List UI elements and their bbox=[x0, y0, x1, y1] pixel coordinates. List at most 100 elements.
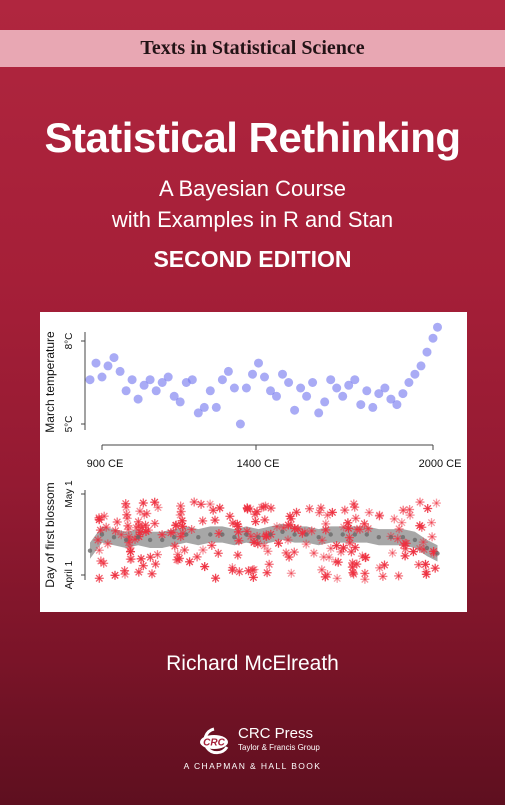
blossom-marker bbox=[380, 560, 389, 570]
blossom-marker bbox=[388, 548, 397, 558]
blossom-marker bbox=[351, 513, 361, 523]
blossom-trend-point bbox=[196, 535, 201, 540]
temperature-point bbox=[290, 405, 300, 415]
blossom-marker bbox=[134, 521, 144, 531]
blossom-marker bbox=[314, 508, 324, 518]
blossom-marker bbox=[94, 515, 104, 525]
blossom-marker bbox=[207, 540, 217, 550]
temperature-point bbox=[344, 380, 354, 390]
blossom-marker bbox=[309, 548, 319, 558]
blossom-marker bbox=[93, 535, 103, 545]
blossom-marker bbox=[111, 526, 120, 536]
publisher-imprint: A CHAPMAN & HALL BOOK bbox=[183, 761, 322, 771]
blossom-marker bbox=[227, 565, 237, 575]
temperature-point bbox=[163, 372, 173, 382]
temperature-point bbox=[433, 322, 442, 332]
blossom-plot: May 1 April 1 Day of first blossom bbox=[43, 480, 441, 589]
blossom-marker bbox=[389, 514, 399, 524]
blossom-marker bbox=[352, 524, 362, 534]
blossom-marker bbox=[121, 502, 131, 512]
cover-figure: 8°C 5°C March temperature 900 CE 1400 CE… bbox=[43, 322, 461, 589]
temperature-point bbox=[187, 375, 197, 385]
blossom-marker bbox=[94, 545, 104, 555]
blossom-marker bbox=[116, 530, 126, 540]
blossom-marker bbox=[289, 547, 299, 557]
blossom-marker bbox=[234, 567, 244, 577]
blossom-marker bbox=[262, 568, 272, 578]
blossom-trend-point bbox=[172, 535, 177, 540]
blossom-marker bbox=[321, 525, 331, 535]
temperature-point bbox=[398, 389, 408, 399]
blossom-marker bbox=[352, 559, 362, 569]
blossom-marker bbox=[228, 518, 238, 528]
temperature-point bbox=[115, 366, 125, 376]
blossom-y-tick-label-bottom: April 1 bbox=[64, 560, 75, 589]
blossom-marker bbox=[110, 570, 120, 580]
blossom-trend-point bbox=[388, 535, 394, 540]
blossom-marker bbox=[94, 573, 104, 583]
blossom-trend-point bbox=[376, 535, 381, 540]
blossom-marker bbox=[233, 527, 243, 537]
blossom-marker bbox=[393, 534, 403, 544]
temperature-point bbox=[254, 358, 263, 368]
blossom-marker bbox=[112, 517, 122, 527]
temperature-point bbox=[121, 386, 131, 396]
publisher-name: CRC Press bbox=[238, 725, 314, 742]
temperature-point bbox=[284, 378, 294, 387]
subtitle-line-2: with Examples in R and Stan bbox=[111, 207, 394, 232]
temperature-point bbox=[145, 375, 155, 385]
blossom-marker bbox=[187, 525, 197, 534]
blossom-marker bbox=[166, 528, 176, 538]
blossom-marker bbox=[253, 539, 263, 549]
temperature-point bbox=[326, 375, 336, 385]
blossom-marker bbox=[301, 539, 311, 549]
blossom-marker bbox=[292, 507, 301, 517]
blossom-marker bbox=[211, 573, 221, 583]
blossom-trend-point bbox=[244, 532, 249, 537]
temperature-point bbox=[374, 389, 384, 399]
temperature-point bbox=[308, 378, 318, 387]
temperature-point bbox=[350, 375, 360, 385]
blossom-marker bbox=[234, 536, 244, 546]
blossom-marker bbox=[141, 520, 150, 530]
temperature-point bbox=[169, 391, 179, 401]
blossom-marker bbox=[210, 515, 220, 525]
blossom-marker bbox=[285, 511, 295, 521]
blossom-marker bbox=[198, 516, 208, 526]
blossom-marker bbox=[208, 505, 218, 515]
temperature-point bbox=[278, 369, 287, 379]
blossom-marker bbox=[157, 530, 167, 540]
blossom-marker bbox=[126, 554, 136, 564]
blossom-trend-point bbox=[364, 532, 369, 537]
blossom-marker bbox=[185, 557, 195, 567]
blossom-marker bbox=[180, 545, 190, 555]
temperature-y-tick-label-bottom: 5°C bbox=[64, 416, 75, 433]
temperature-point bbox=[338, 391, 348, 401]
blossom-marker bbox=[360, 574, 370, 584]
blossom-marker bbox=[415, 521, 425, 531]
blossom-marker bbox=[171, 521, 181, 530]
temperature-point bbox=[302, 391, 312, 401]
temperature-plot: 8°C 5°C March temperature bbox=[43, 322, 442, 433]
blossom-marker bbox=[213, 548, 223, 558]
blossom-marker bbox=[394, 571, 404, 581]
time-axis-label-900: 900 CE bbox=[87, 458, 124, 470]
blossom-marker bbox=[430, 563, 440, 573]
blossom-marker bbox=[249, 565, 259, 574]
blossom-marker bbox=[374, 511, 384, 521]
blossom-marker bbox=[266, 503, 276, 513]
blossom-marker bbox=[317, 565, 327, 575]
blossom-marker bbox=[378, 571, 388, 581]
blossom-trend-point bbox=[412, 537, 418, 543]
temperature-point bbox=[139, 380, 149, 390]
blossom-marker bbox=[400, 551, 410, 561]
blossom-marker bbox=[307, 526, 317, 536]
temperature-point bbox=[386, 394, 396, 404]
blossom-marker bbox=[349, 499, 359, 509]
temperature-y-axis-label: March temperature bbox=[43, 331, 57, 433]
blossom-marker bbox=[242, 503, 252, 513]
blossom-marker bbox=[344, 523, 353, 533]
blossom-marker bbox=[151, 559, 161, 569]
temperature-point bbox=[332, 383, 342, 393]
